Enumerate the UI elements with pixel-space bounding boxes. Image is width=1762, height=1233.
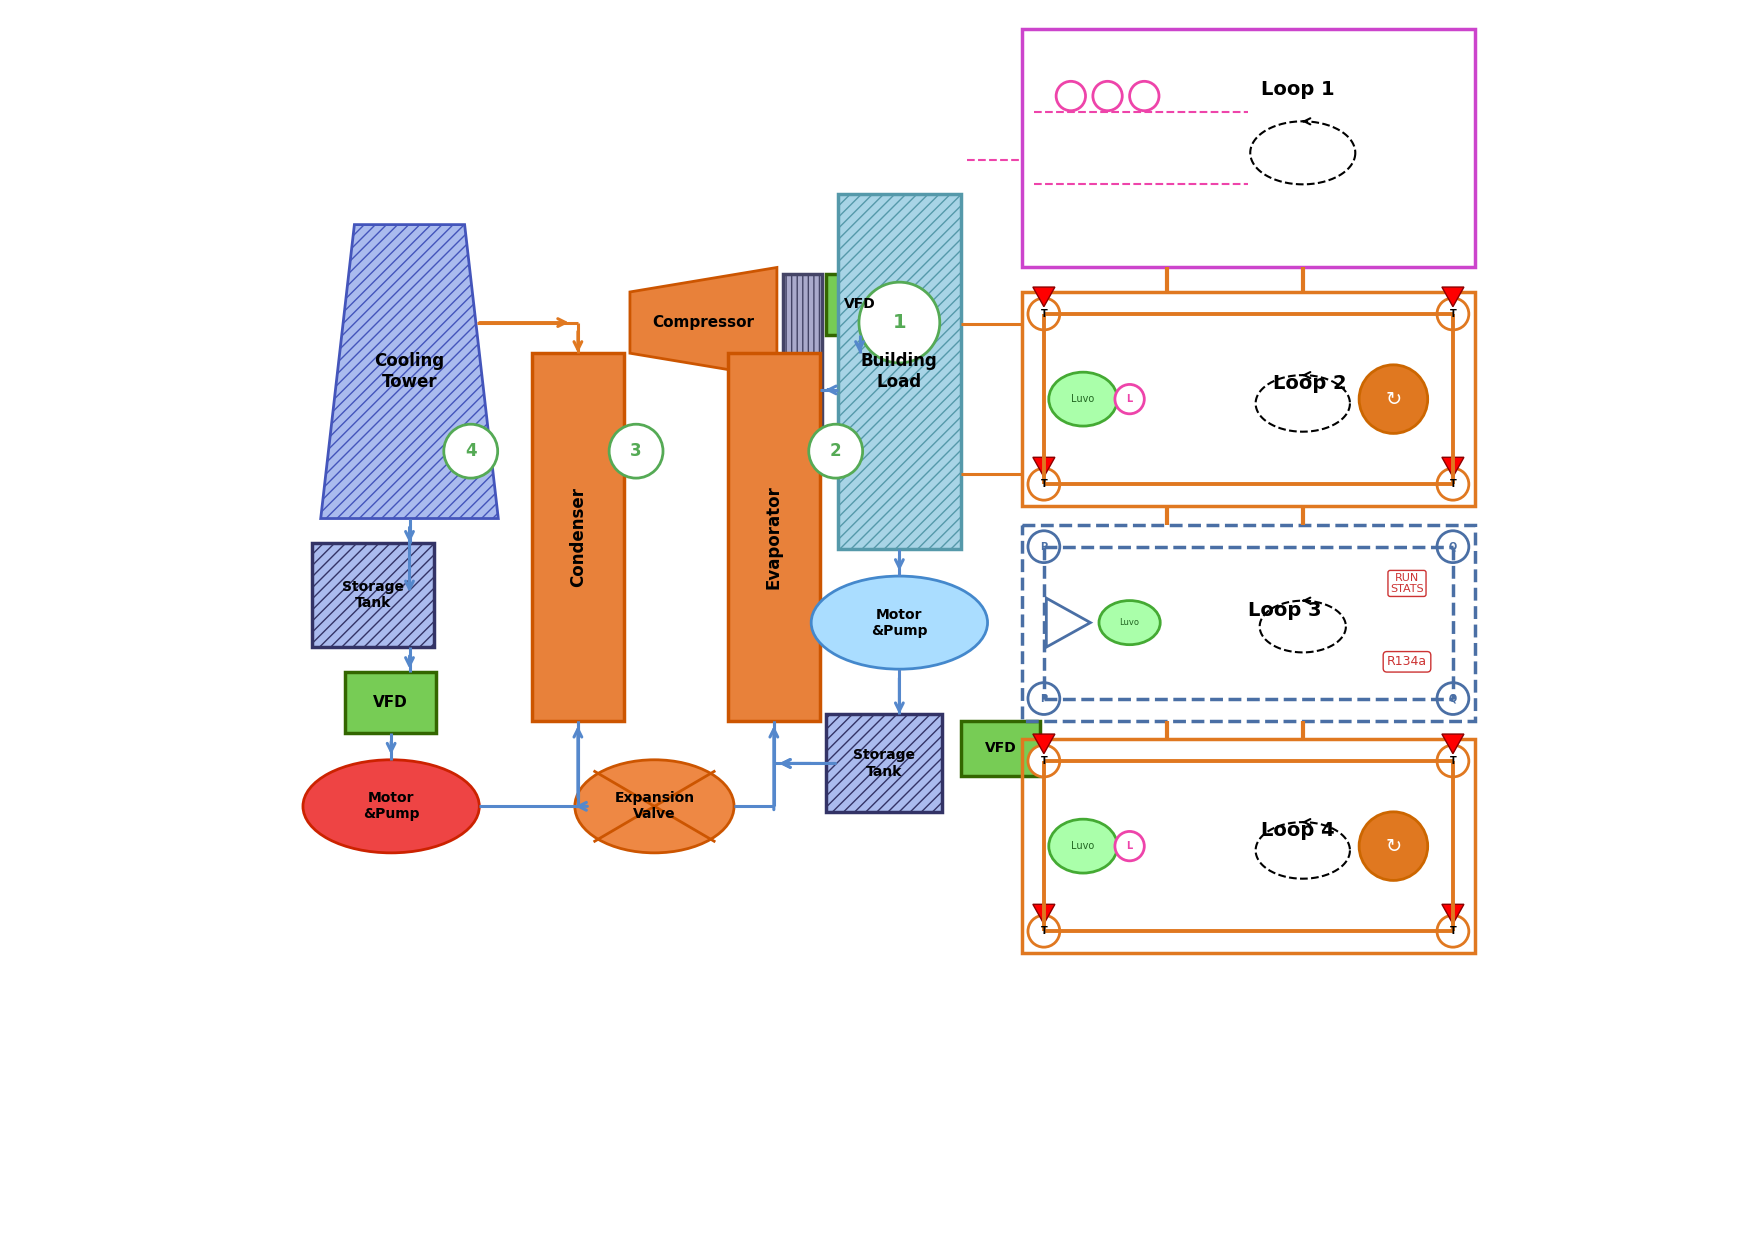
Circle shape (1027, 683, 1059, 714)
Text: Loop 2: Loop 2 (1272, 375, 1346, 393)
Text: Evaporator: Evaporator (765, 485, 782, 589)
Polygon shape (1441, 904, 1464, 924)
Text: Q: Q (1448, 541, 1457, 551)
Text: Motor
&Pump: Motor &Pump (363, 792, 419, 821)
Text: L: L (1126, 395, 1133, 404)
Text: P: P (1040, 541, 1047, 551)
Text: T: T (1041, 309, 1047, 319)
Polygon shape (631, 268, 777, 377)
Text: ↻: ↻ (1385, 837, 1401, 856)
Text: Compressor: Compressor (652, 316, 754, 330)
Text: R134a: R134a (1387, 655, 1427, 668)
Polygon shape (1047, 598, 1091, 647)
Text: VFD: VFD (374, 694, 407, 710)
Bar (345, 672, 437, 732)
Circle shape (1027, 915, 1059, 947)
Circle shape (858, 282, 939, 363)
Ellipse shape (811, 576, 987, 670)
Text: 4: 4 (465, 443, 476, 460)
Bar (1022, 525, 1475, 720)
Circle shape (1438, 530, 1470, 562)
Circle shape (1115, 831, 1144, 861)
Text: L: L (1126, 841, 1133, 851)
Polygon shape (1033, 904, 1055, 924)
Text: T: T (1450, 756, 1457, 766)
Polygon shape (1033, 457, 1055, 477)
Ellipse shape (1048, 372, 1117, 427)
Polygon shape (1441, 287, 1464, 307)
Text: VFD: VFD (985, 741, 1017, 755)
Text: Q: Q (1448, 693, 1457, 704)
Circle shape (1438, 298, 1470, 330)
Circle shape (1438, 745, 1470, 777)
Text: Loop 4: Loop 4 (1260, 821, 1334, 841)
Text: 3: 3 (631, 443, 641, 460)
Text: Motor
&Pump: Motor &Pump (870, 608, 927, 637)
Text: T: T (1450, 926, 1457, 936)
Text: Cooling
Tower: Cooling Tower (375, 353, 444, 391)
Circle shape (1438, 915, 1470, 947)
Ellipse shape (574, 760, 735, 853)
Polygon shape (1033, 287, 1055, 307)
Polygon shape (1441, 457, 1464, 477)
Text: Storage
Tank: Storage Tank (342, 580, 403, 610)
Circle shape (1438, 683, 1470, 714)
Circle shape (1115, 385, 1144, 414)
Ellipse shape (1359, 365, 1427, 434)
Circle shape (444, 424, 497, 478)
Text: RUN
STATS: RUN STATS (1390, 572, 1424, 594)
Text: ↻: ↻ (1385, 390, 1401, 408)
Ellipse shape (1099, 600, 1159, 645)
Text: Loop 3: Loop 3 (1249, 600, 1322, 620)
Text: VFD: VFD (844, 297, 876, 311)
Text: Luvo: Luvo (1119, 618, 1140, 628)
Circle shape (1055, 81, 1085, 111)
Circle shape (1027, 745, 1059, 777)
Circle shape (1438, 469, 1470, 501)
Ellipse shape (1359, 811, 1427, 880)
Ellipse shape (1048, 819, 1117, 873)
Text: Loop 1: Loop 1 (1260, 80, 1334, 100)
Text: Luvo: Luvo (1071, 841, 1094, 851)
Text: Storage
Tank: Storage Tank (853, 748, 914, 778)
Text: 2: 2 (830, 443, 842, 460)
Polygon shape (321, 224, 499, 519)
Bar (826, 714, 943, 813)
Text: Expansion
Valve: Expansion Valve (615, 792, 694, 821)
Bar (839, 194, 960, 549)
Circle shape (610, 424, 663, 478)
Text: Condenser: Condenser (569, 487, 587, 587)
Text: T: T (1041, 756, 1047, 766)
Circle shape (809, 424, 863, 478)
Text: T: T (1041, 480, 1047, 490)
Bar (1022, 28, 1475, 268)
Polygon shape (1033, 734, 1055, 753)
Bar (960, 720, 1040, 776)
Text: T: T (1450, 309, 1457, 319)
Ellipse shape (303, 760, 479, 853)
Bar (728, 353, 819, 720)
Text: T: T (1041, 926, 1047, 936)
Bar (312, 543, 433, 647)
Circle shape (1027, 469, 1059, 501)
Circle shape (1027, 298, 1059, 330)
Bar (826, 274, 893, 335)
Text: T: T (1450, 480, 1457, 490)
Text: Building
Load: Building Load (862, 353, 937, 391)
Bar (1022, 739, 1475, 953)
Text: P: P (1040, 693, 1047, 704)
Text: Luvo: Luvo (1071, 395, 1094, 404)
Bar (532, 353, 624, 720)
Circle shape (1027, 530, 1059, 562)
Polygon shape (1441, 734, 1464, 753)
Circle shape (1092, 81, 1122, 111)
Circle shape (1129, 81, 1159, 111)
Bar (1022, 292, 1475, 507)
Text: 1: 1 (893, 313, 906, 332)
Bar (782, 274, 823, 439)
